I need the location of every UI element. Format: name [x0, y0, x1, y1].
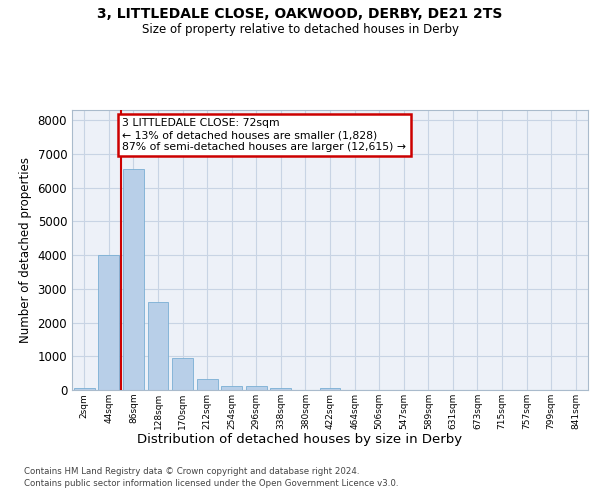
Bar: [148, 302, 169, 390]
Bar: [74, 388, 95, 390]
Bar: [123, 169, 144, 390]
Text: 3, LITTLEDALE CLOSE, OAKWOOD, DERBY, DE21 2TS: 3, LITTLEDALE CLOSE, OAKWOOD, DERBY, DE2…: [97, 8, 503, 22]
Bar: [197, 379, 218, 390]
Bar: [271, 388, 292, 390]
Text: Distribution of detached houses by size in Derby: Distribution of detached houses by size …: [137, 432, 463, 446]
Y-axis label: Number of detached properties: Number of detached properties: [19, 157, 32, 343]
Bar: [320, 388, 340, 390]
Bar: [172, 358, 193, 390]
Text: Size of property relative to detached houses in Derby: Size of property relative to detached ho…: [142, 22, 458, 36]
Text: 3 LITTLEDALE CLOSE: 72sqm
← 13% of detached houses are smaller (1,828)
87% of se: 3 LITTLEDALE CLOSE: 72sqm ← 13% of detac…: [122, 118, 406, 152]
Text: Contains public sector information licensed under the Open Government Licence v3: Contains public sector information licen…: [24, 478, 398, 488]
Bar: [98, 255, 119, 390]
Bar: [246, 386, 267, 390]
Bar: [221, 386, 242, 390]
Text: Contains HM Land Registry data © Crown copyright and database right 2024.: Contains HM Land Registry data © Crown c…: [24, 467, 359, 476]
